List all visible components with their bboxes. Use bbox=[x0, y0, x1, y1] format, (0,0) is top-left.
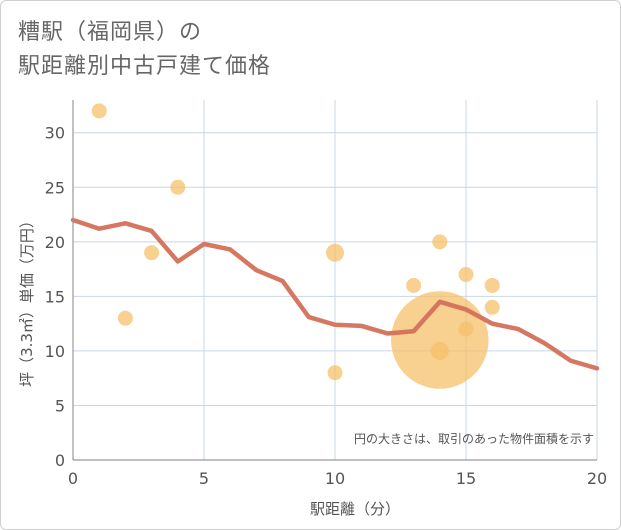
x-tick-label-1: 5 bbox=[199, 469, 209, 488]
bubble-series bbox=[91, 103, 500, 389]
trend-line bbox=[70, 217, 600, 371]
axes bbox=[72, 100, 597, 461]
y-tick-label-4: 20 bbox=[45, 233, 65, 252]
y-axis-label: 坪（3.3㎡）単価（万円） bbox=[18, 213, 36, 387]
scatter-point-3 bbox=[170, 179, 186, 195]
scatter-point-1 bbox=[117, 310, 133, 326]
scatter-point-0 bbox=[91, 103, 107, 119]
scatter-point-12 bbox=[484, 277, 500, 293]
x-tick-label-3: 15 bbox=[456, 469, 476, 488]
scatter-point-2 bbox=[144, 245, 160, 261]
scatter-point-8 bbox=[391, 291, 489, 389]
x-tick-label-2: 10 bbox=[325, 469, 345, 488]
tick-labels: 0 5 10 15 20 0 5 10 15 20 25 30 bbox=[45, 124, 608, 488]
scatter-point-5 bbox=[327, 365, 343, 381]
chart-title-line1: 糟駅（福岡県）の bbox=[18, 20, 203, 45]
scatter-point-10 bbox=[458, 267, 474, 283]
bubble-size-note: 円の大きさは、取引のあった物件面積を示す bbox=[354, 431, 594, 446]
y-tick-label-6: 30 bbox=[45, 124, 65, 143]
y-tick-label-2: 10 bbox=[45, 342, 65, 361]
x-axis-label: 駅距離（分） bbox=[310, 500, 400, 518]
trend-line-series bbox=[70, 217, 600, 371]
x-tick-label-0: 0 bbox=[68, 469, 78, 488]
y-tick-label-0: 0 bbox=[55, 451, 65, 470]
scatter-point-6 bbox=[406, 277, 422, 293]
x-tick-label-4: 20 bbox=[587, 469, 607, 488]
scatter-point-11 bbox=[458, 321, 474, 337]
y-tick-label-5: 25 bbox=[45, 178, 65, 197]
grid-lines bbox=[72, 100, 598, 461]
chart-title: 糟駅（福岡県）の 駅距離別中古戸建て価格 bbox=[18, 16, 271, 84]
chart-title-line2: 駅距離別中古戸建て価格 bbox=[18, 54, 272, 79]
y-tick-label-3: 15 bbox=[45, 287, 65, 306]
scatter-point-13 bbox=[484, 299, 500, 315]
y-tick-label-1: 5 bbox=[55, 396, 65, 415]
scatter-point-7 bbox=[432, 234, 448, 250]
scatter-point-9 bbox=[430, 341, 449, 360]
scatter-point-4 bbox=[326, 243, 344, 262]
